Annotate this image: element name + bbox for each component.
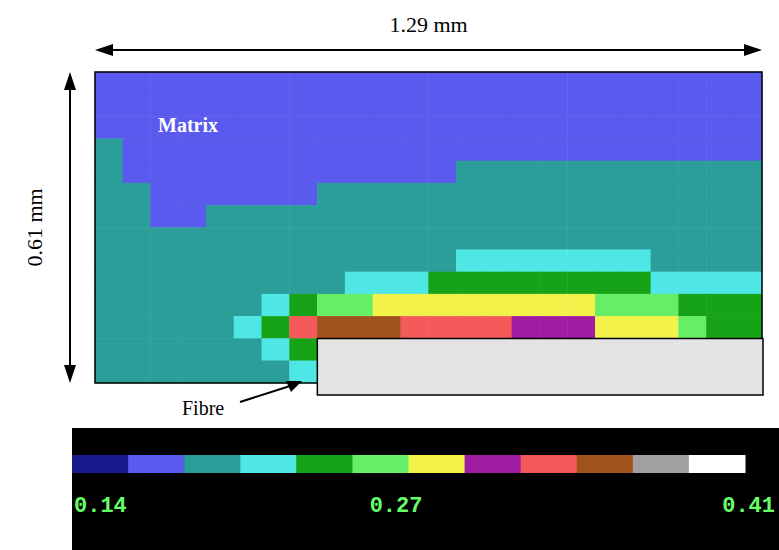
svg-text:Matrix: Matrix xyxy=(158,114,218,136)
svg-text:0.27: 0.27 xyxy=(370,494,423,519)
svg-text:0.14: 0.14 xyxy=(74,494,127,519)
svg-text:Fibre: Fibre xyxy=(182,397,224,419)
svg-text:1.29 mm: 1.29 mm xyxy=(389,12,467,37)
svg-text:0.61 mm: 0.61 mm xyxy=(22,188,47,266)
svg-text:0.41: 0.41 xyxy=(722,494,775,519)
